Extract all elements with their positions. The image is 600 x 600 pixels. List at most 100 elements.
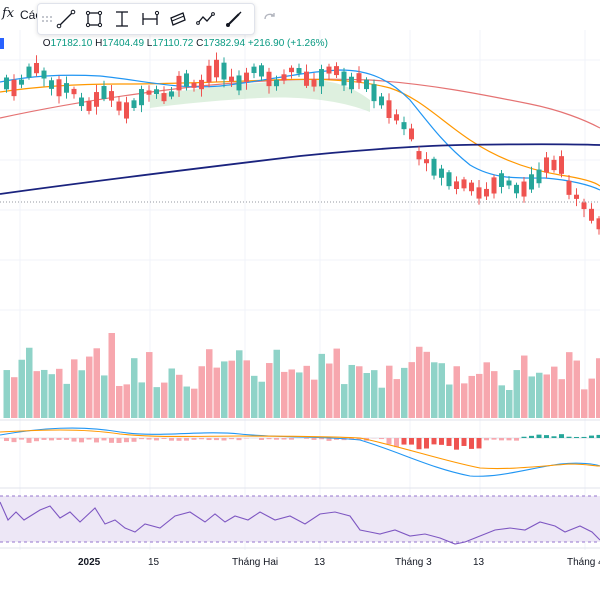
volume-bars [3, 332, 600, 418]
candle-body [431, 158, 437, 176]
candle-body [214, 59, 219, 78]
ma-long-line [0, 143, 600, 195]
drawing-toolbox [37, 3, 255, 35]
volume-bar [206, 349, 213, 418]
volume-bar [498, 385, 505, 418]
time-axis-label: Tháng Hai [232, 557, 279, 568]
open-key: O [42, 38, 51, 49]
trend-line-icon[interactable] [52, 6, 80, 32]
candle-body [514, 184, 519, 194]
open-value: 17182.10 [50, 38, 93, 49]
candle-body [536, 169, 542, 184]
macd-bar [574, 436, 579, 438]
volume-bar [528, 376, 535, 418]
macd-bar [514, 438, 519, 441]
macd-bar [101, 438, 107, 441]
candle-body [559, 156, 564, 174]
fx-indicator-button[interactable]: fx [2, 6, 15, 21]
volume-bar [348, 364, 355, 418]
macd-histogram [4, 434, 600, 450]
macd-bar [64, 438, 69, 440]
volume-bar [558, 379, 565, 418]
volume-bar [416, 346, 423, 418]
volume-bar [146, 352, 153, 418]
high-key: H [95, 38, 103, 49]
volume-bar [26, 347, 33, 418]
volume-bar [506, 389, 513, 418]
parallel-channel-icon[interactable] [164, 6, 192, 32]
horizontal-range-icon[interactable] [136, 6, 164, 32]
volume-bar [191, 388, 198, 418]
volume-bar [123, 384, 130, 418]
macd-bar [236, 438, 242, 441]
candle-body [221, 62, 227, 80]
macd-bar [79, 438, 84, 443]
candle-body [476, 187, 482, 199]
candle-body [169, 91, 174, 97]
macd-bar [409, 438, 414, 445]
macd-bar [229, 438, 234, 440]
macd-bar [476, 438, 482, 449]
volume-bar [11, 377, 18, 418]
macd-bar [499, 438, 504, 441]
macd-bar [439, 438, 444, 445]
redo-icon[interactable] [262, 8, 278, 24]
volume-bar [393, 379, 400, 418]
candle-body [454, 181, 459, 189]
macd-bar [544, 435, 549, 438]
volume-bar [363, 373, 370, 418]
brush-icon[interactable] [220, 6, 248, 32]
macd-bar [161, 438, 167, 440]
candle-body [334, 66, 339, 76]
volume-bar [333, 348, 340, 418]
indicators-tab[interactable]: Các [20, 8, 42, 22]
candle-body [574, 194, 579, 199]
volume-bar [318, 353, 325, 418]
macd-bar [19, 438, 24, 440]
candle-body [4, 77, 9, 90]
volume-bar [266, 363, 273, 418]
macd-bar [124, 438, 129, 443]
time-axis-label: 13 [314, 557, 326, 568]
candles [4, 52, 600, 235]
macd-bar [56, 438, 62, 440]
candle-body [401, 122, 407, 130]
volume-bar [341, 384, 348, 418]
macd-bar [454, 438, 459, 450]
volume-bar [101, 375, 108, 418]
cloud-area [150, 79, 370, 112]
candle-body [566, 180, 572, 195]
candle-body [71, 88, 77, 95]
volume-bar [573, 360, 580, 418]
candle-body [506, 180, 512, 186]
candle-body [206, 65, 212, 83]
drag-handle-icon[interactable] [42, 12, 52, 26]
candle-body [581, 202, 587, 210]
rectangle-icon[interactable] [80, 6, 108, 32]
volume-bar [581, 389, 588, 418]
macd-bar [199, 438, 204, 440]
candle-body [521, 181, 527, 197]
volume-bar [183, 386, 190, 418]
candle-body [469, 182, 474, 192]
volume-bar [356, 366, 363, 418]
macd-bar [146, 438, 152, 440]
time-axis-label: 15 [148, 557, 160, 568]
vertical-range-icon[interactable] [108, 6, 136, 32]
volume-bar [296, 372, 303, 418]
macd-bar [34, 438, 39, 442]
candle-body [229, 76, 234, 82]
volume-bar [468, 375, 475, 418]
macd-bar [416, 438, 422, 450]
volume-bar [483, 362, 490, 418]
candle-body [56, 79, 62, 97]
macd-bar [596, 434, 600, 438]
volume-bar [243, 360, 250, 418]
macd-bar [266, 438, 272, 440]
volume-bar [153, 387, 160, 418]
macd-line [0, 427, 600, 477]
volume-bar [446, 384, 453, 418]
path-icon[interactable] [192, 6, 220, 32]
macd-bar [311, 438, 317, 440]
